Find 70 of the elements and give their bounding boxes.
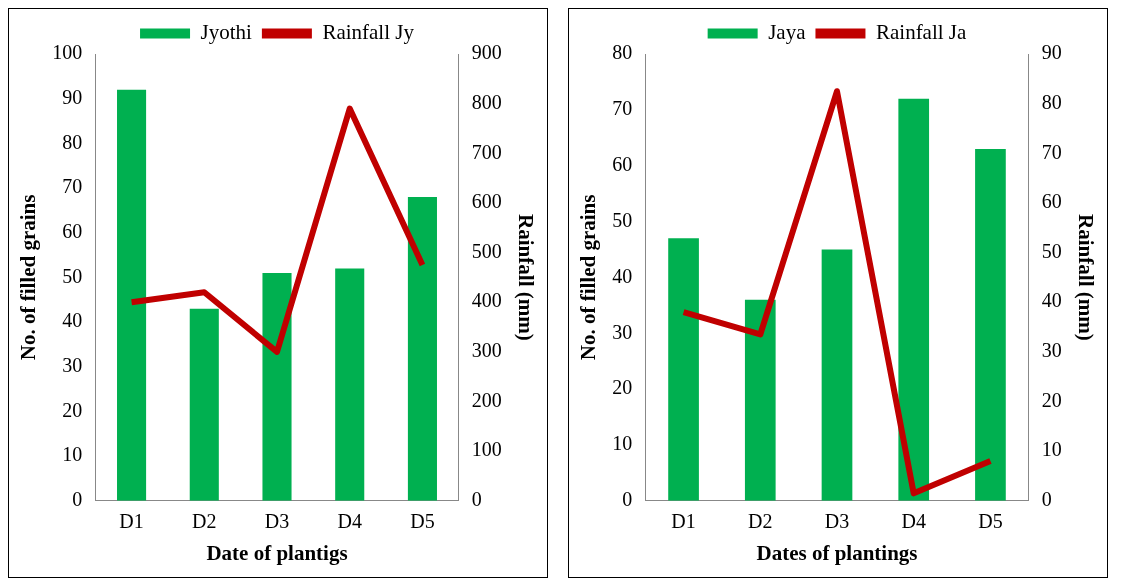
- y2-tick-label: 900: [471, 41, 502, 64]
- legend-label: Rainfall Jy: [322, 20, 415, 45]
- y2-tick-label: 30: [1041, 339, 1062, 362]
- y-tick-label: 70: [612, 97, 633, 120]
- y-tick-label: 60: [62, 219, 83, 242]
- x-tick-label: D1: [119, 510, 144, 533]
- x-tick-label: D2: [192, 510, 217, 533]
- bar: [975, 148, 1006, 501]
- y2-tick-label: 60: [1041, 190, 1062, 213]
- y2-tick-label: 0: [471, 488, 482, 511]
- bar: [821, 249, 853, 501]
- y-tick-label: 60: [612, 152, 633, 175]
- y2-tick-label: 800: [471, 90, 502, 113]
- y-tick-label: 10: [612, 432, 633, 455]
- y-tick-label: 100: [52, 41, 83, 64]
- legend-label: Jyothi: [200, 20, 253, 45]
- y-tick-label: 20: [612, 376, 633, 399]
- y-tick-label: 80: [62, 130, 83, 153]
- y-tick-label: 50: [612, 208, 633, 231]
- bar: [189, 308, 219, 501]
- y-tick-label: 20: [62, 398, 83, 421]
- y2-tick-label: 500: [471, 239, 502, 262]
- y2-tick-label: 80: [1041, 90, 1062, 113]
- bar: [668, 238, 699, 501]
- y-tick-label: 50: [62, 264, 83, 287]
- y-tick-label: 40: [62, 309, 83, 332]
- x-axis-title: Dates of plantings: [756, 540, 918, 565]
- y2-tick-label: 70: [1041, 140, 1062, 163]
- y-tick-label: 0: [622, 488, 633, 511]
- y-axis-title: No. of filled grains: [16, 194, 41, 361]
- x-tick-label: D5: [410, 510, 435, 533]
- y2-tick-label: 40: [1041, 289, 1062, 312]
- y2-axis-title: Rainfall (mm): [513, 214, 538, 341]
- y-tick-label: 30: [62, 354, 83, 377]
- bar: [117, 89, 147, 501]
- y2-tick-label: 0: [1041, 488, 1052, 511]
- y2-tick-label: 400: [471, 289, 502, 312]
- y2-tick-label: 90: [1041, 41, 1062, 64]
- y-tick-label: 90: [62, 85, 83, 108]
- bar: [262, 272, 292, 501]
- y-tick-label: 30: [612, 320, 633, 343]
- x-tick-label: D5: [978, 510, 1003, 533]
- y2-tick-label: 700: [471, 140, 502, 163]
- y-tick-label: 80: [612, 41, 633, 64]
- y-tick-label: 70: [62, 175, 83, 198]
- x-axis-title: Date of plantigs: [206, 540, 348, 565]
- y2-axis-title: Rainfall (mm): [1073, 214, 1098, 341]
- legend-label: Rainfall Ja: [875, 20, 968, 45]
- legend-label: Jaya: [768, 20, 807, 45]
- x-tick-label: D3: [824, 510, 850, 533]
- y-tick-label: 10: [62, 443, 83, 466]
- bar: [898, 98, 930, 501]
- y2-tick-label: 10: [1041, 438, 1062, 461]
- y-tick-label: 40: [612, 264, 633, 287]
- x-tick-label: D4: [901, 510, 926, 533]
- bar: [407, 196, 437, 501]
- x-tick-label: D4: [337, 510, 362, 533]
- y2-tick-label: 50: [1041, 239, 1062, 262]
- y2-tick-label: 300: [471, 339, 502, 362]
- y2-tick-label: 200: [471, 388, 502, 411]
- x-tick-label: D3: [264, 510, 290, 533]
- x-tick-label: D1: [671, 510, 696, 533]
- y-axis-title: No. of filled grains: [576, 194, 601, 361]
- y2-tick-label: 600: [471, 190, 502, 213]
- bar: [335, 268, 365, 501]
- y2-tick-label: 20: [1041, 388, 1062, 411]
- y2-tick-label: 100: [471, 438, 502, 461]
- bar: [744, 299, 776, 501]
- x-tick-label: D2: [748, 510, 773, 533]
- y-tick-label: 0: [72, 488, 83, 511]
